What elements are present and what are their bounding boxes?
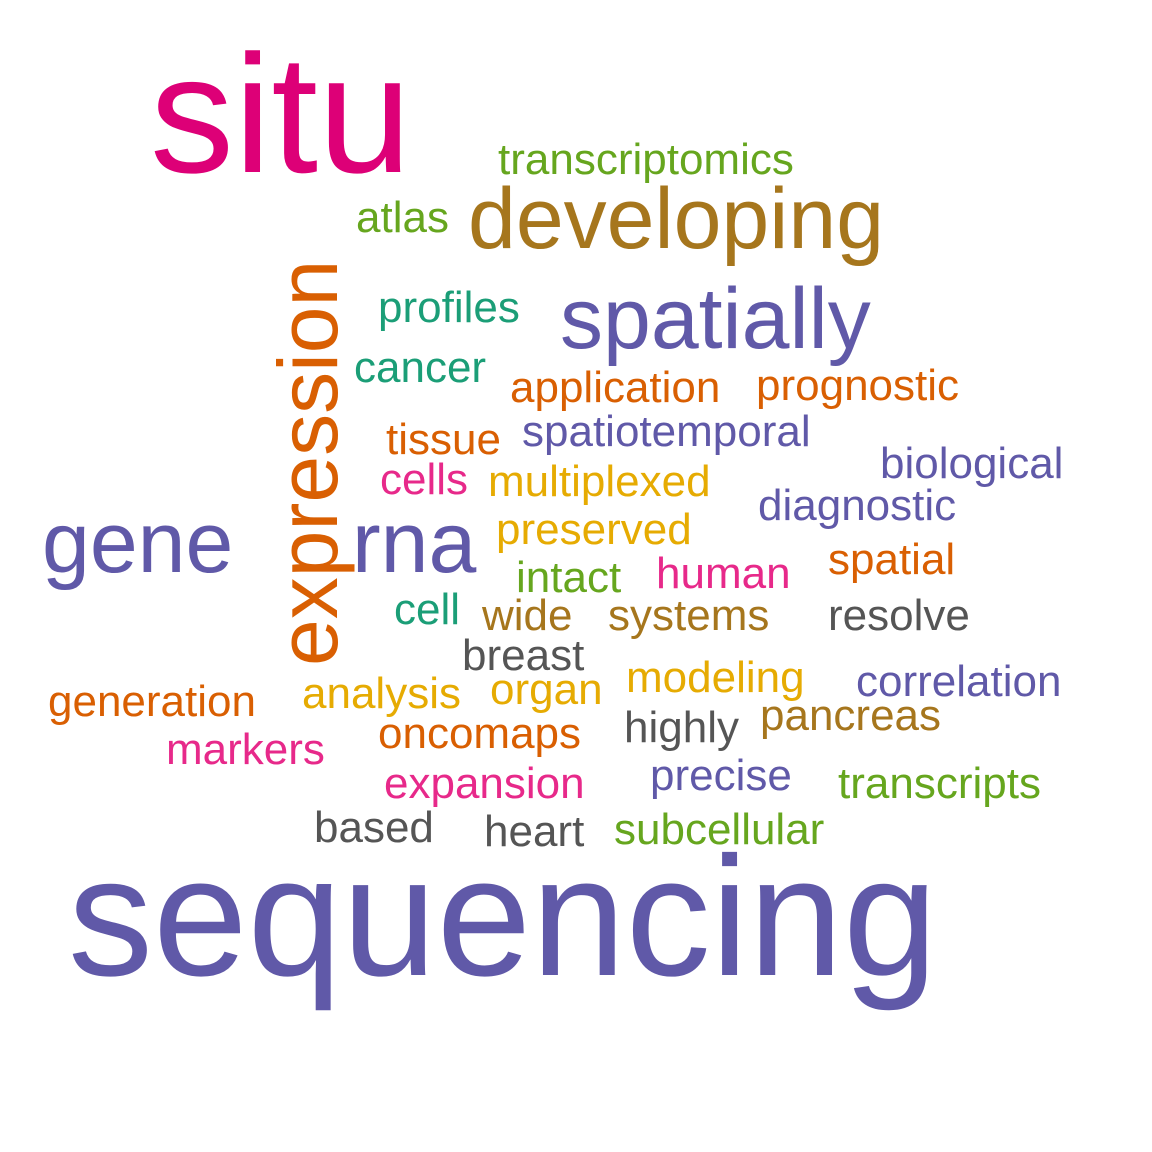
word-heart: heart [484,807,585,856]
word-organ: organ [490,665,603,714]
word-modeling: modeling [626,653,805,702]
word-preserved: preserved [496,505,692,554]
word-transcriptomics: transcriptomics [498,135,794,184]
word-spatiotemporal: spatiotemporal [522,407,811,456]
word-correlation: correlation [856,657,1062,706]
word-based: based [314,803,434,852]
word-sequencing: sequencing [68,822,938,1012]
word-analysis: analysis [302,669,461,718]
word-tissue: tissue [386,415,501,464]
word-intact: intact [516,553,622,602]
word-wide: wide [482,591,573,640]
word-oncomaps: oncomaps [378,709,582,758]
word-expression: expression [261,259,355,666]
word-precise: precise [650,751,792,800]
word-multiplexed: multiplexed [488,457,711,506]
word-developing: developing [468,171,885,267]
word-atlas: atlas [356,193,449,242]
word-application: application [510,363,721,412]
word-pancreas: pancreas [760,691,942,740]
word-profiles: profiles [378,283,520,332]
word-generation: generation [48,677,256,726]
word-resolve: resolve [828,591,970,640]
word-spatially: spatially [560,271,871,367]
word-human: human [656,549,791,598]
word-situ: situ [150,20,412,208]
word-cell: cell [394,585,461,634]
word-cancer: cancer [354,343,487,392]
word-expansion: expansion [384,759,585,808]
word-transcripts: transcripts [838,759,1041,808]
word-highly: highly [624,703,739,752]
word-spatial: spatial [828,535,956,584]
word-gene: gene [42,495,234,591]
word-subcellular: subcellular [614,805,825,854]
word-cells: cells [380,455,469,504]
word-biological: biological [880,439,1064,488]
word-prognostic: prognostic [756,361,960,410]
word-rna: rna [352,495,477,591]
word-markers: markers [166,725,325,774]
word-systems: systems [608,591,770,640]
word-diagnostic: diagnostic [758,481,957,530]
word-breast: breast [462,631,585,680]
